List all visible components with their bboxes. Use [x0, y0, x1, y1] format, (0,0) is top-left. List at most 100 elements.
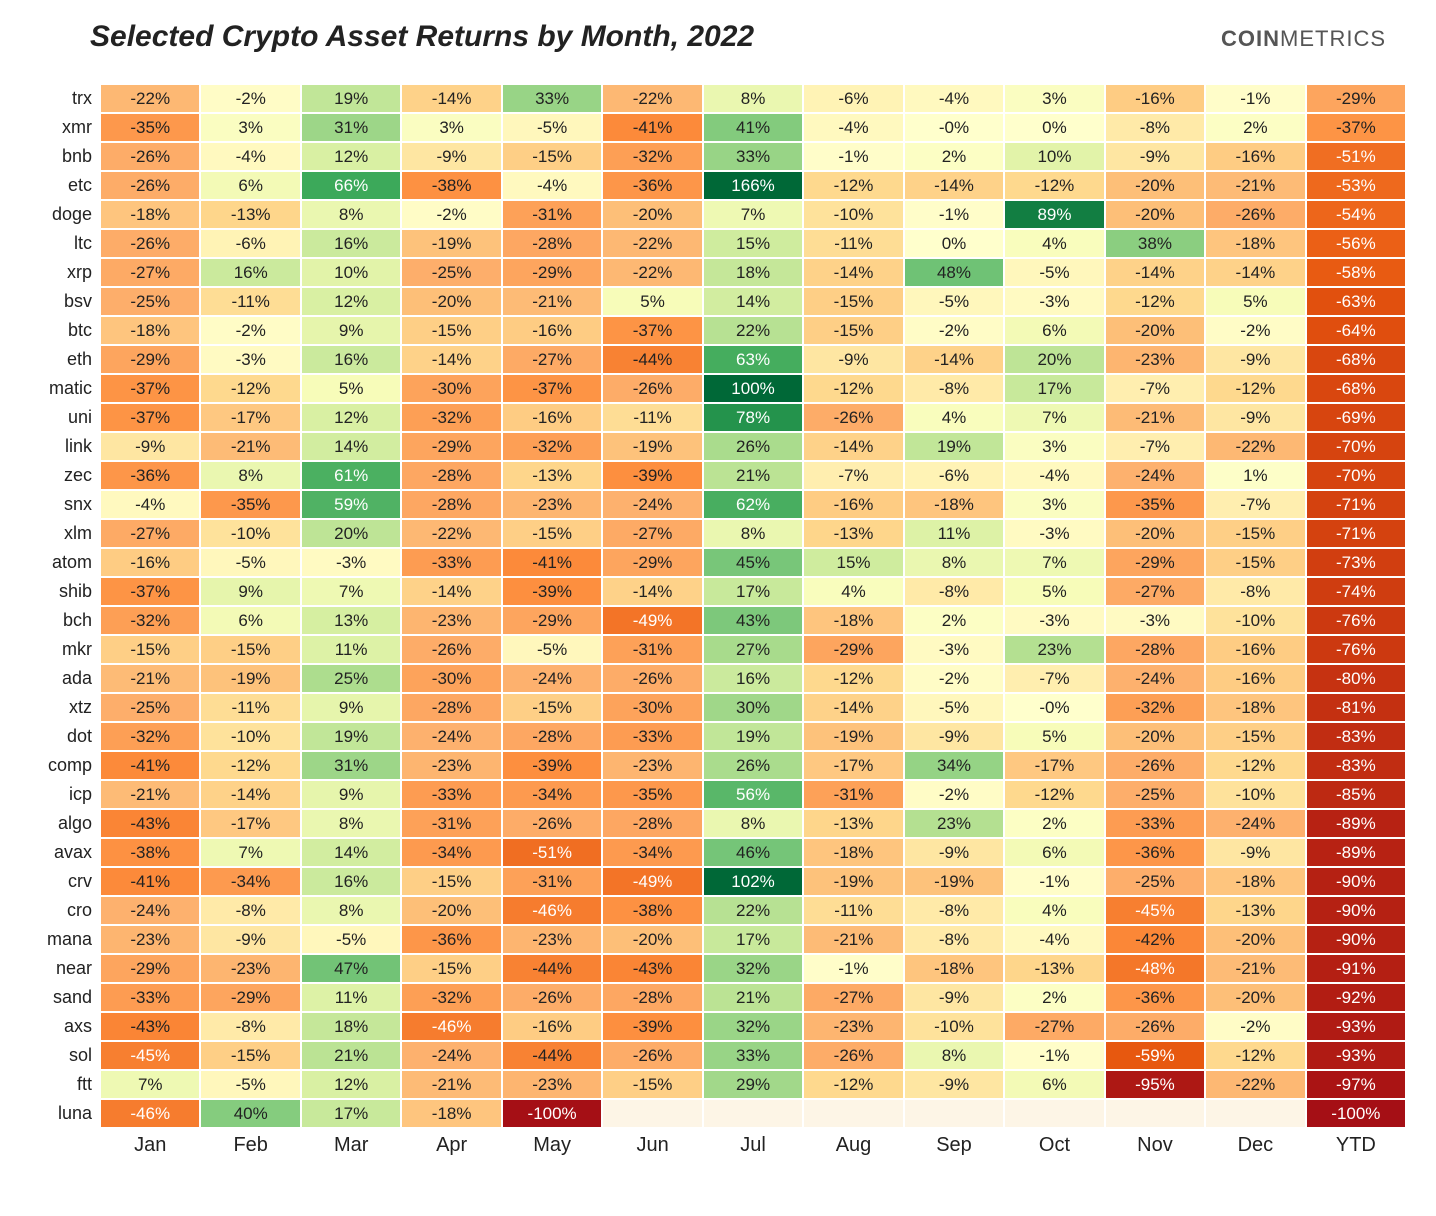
heatmap-cell: [1105, 1099, 1205, 1128]
heatmap-cell: -26%: [803, 1041, 903, 1070]
heatmap-cell: 2%: [1004, 809, 1104, 838]
heatmap-cell: -85%: [1306, 780, 1406, 809]
heatmap-cell: 26%: [703, 751, 803, 780]
heatmap-cell: -4%: [1004, 461, 1104, 490]
heatmap-cell: -93%: [1306, 1041, 1406, 1070]
heatmap-cell: -31%: [502, 200, 602, 229]
heatmap-cell: 4%: [803, 577, 903, 606]
heatmap-cell: -29%: [401, 432, 501, 461]
heatmap-row: -37%-12%5%-30%-37%-26%100%-12%-8%17%-7%-…: [100, 374, 1406, 403]
heatmap-row: -45%-15%21%-24%-44%-26%33%-26%8%-1%-59%-…: [100, 1041, 1406, 1070]
row-label: shib: [30, 577, 92, 606]
heatmap-cell: 17%: [703, 925, 803, 954]
heatmap-cell: -20%: [602, 200, 702, 229]
heatmap-cell: -32%: [100, 722, 200, 751]
heatmap-cell: -8%: [1205, 577, 1305, 606]
row-label: near: [30, 954, 92, 983]
heatmap-row: -9%-21%14%-29%-32%-19%26%-14%19%3%-7%-22…: [100, 432, 1406, 461]
heatmap-cell: -13%: [502, 461, 602, 490]
row-label: zec: [30, 461, 92, 490]
heatmap-cell: -32%: [1105, 693, 1205, 722]
heatmap-cell: -5%: [200, 1070, 300, 1099]
heatmap-cell: -3%: [200, 345, 300, 374]
heatmap-cell: -18%: [803, 606, 903, 635]
heatmap-cell: 5%: [602, 287, 702, 316]
heatmap-cell: 18%: [703, 258, 803, 287]
heatmap-cell: -30%: [602, 693, 702, 722]
heatmap-cell: 40%: [200, 1099, 300, 1128]
heatmap-cell: -4%: [100, 490, 200, 519]
heatmap-cell: -12%: [1004, 171, 1104, 200]
heatmap-cell: -19%: [803, 867, 903, 896]
heatmap-cell: 6%: [200, 606, 300, 635]
heatmap-cell: -24%: [401, 722, 501, 751]
heatmap-cell: 20%: [301, 519, 401, 548]
heatmap-cell: -18%: [1205, 229, 1305, 258]
heatmap-cell: 21%: [703, 983, 803, 1012]
heatmap-row: -27%-10%20%-22%-15%-27%8%-13%11%-3%-20%-…: [100, 519, 1406, 548]
heatmap-cell: -14%: [401, 345, 501, 374]
heatmap-cell: -8%: [200, 1012, 300, 1041]
heatmap-cell: 2%: [904, 142, 1004, 171]
heatmap-cell: -23%: [602, 751, 702, 780]
heatmap-cell: 26%: [703, 432, 803, 461]
heatmap-cell: -15%: [401, 954, 501, 983]
heatmap-cell: -8%: [904, 374, 1004, 403]
heatmap-cell: -18%: [1205, 693, 1305, 722]
heatmap-cell: 66%: [301, 171, 401, 200]
brand-logo: COINMETRICS: [1221, 26, 1386, 52]
heatmap-cell: 9%: [301, 780, 401, 809]
heatmap-cell: -9%: [100, 432, 200, 461]
heatmap-cell: -20%: [401, 896, 501, 925]
heatmap-cell: 9%: [301, 693, 401, 722]
heatmap-cell: -46%: [502, 896, 602, 925]
heatmap-cell: -46%: [401, 1012, 501, 1041]
heatmap-cell: -10%: [1205, 606, 1305, 635]
heatmap-cell: -5%: [502, 113, 602, 142]
heatmap-cell: -9%: [803, 345, 903, 374]
heatmap-cell: -51%: [1306, 142, 1406, 171]
heatmap-cell: -5%: [200, 548, 300, 577]
heatmap: trxxmrbnbetcdogeltcxrpbsvbtcethmaticunil…: [30, 84, 1406, 1128]
heatmap-cell: -26%: [602, 1041, 702, 1070]
heatmap-cell: -14%: [1105, 258, 1205, 287]
row-label: xtz: [30, 693, 92, 722]
heatmap-cell: -34%: [401, 838, 501, 867]
heatmap-row: -37%9%7%-14%-39%-14%17%4%-8%5%-27%-8%-74…: [100, 577, 1406, 606]
column-labels-container: JanFebMarAprMayJunJulAugSepOctNovDecYTD: [30, 1134, 1406, 1157]
heatmap-cell: -44%: [602, 345, 702, 374]
heatmap-cell: -13%: [200, 200, 300, 229]
row-label: mana: [30, 925, 92, 954]
heatmap-cell: -24%: [401, 1041, 501, 1070]
heatmap-cell: 7%: [100, 1070, 200, 1099]
heatmap-cell: 5%: [1205, 287, 1305, 316]
heatmap-cell: 29%: [703, 1070, 803, 1099]
heatmap-cell: 8%: [301, 200, 401, 229]
heatmap-cell: -12%: [1105, 287, 1205, 316]
heatmap-cell: -29%: [1306, 84, 1406, 113]
heatmap-cell: -14%: [200, 780, 300, 809]
column-label: Apr: [401, 1134, 501, 1157]
heatmap-cell: 1%: [1205, 461, 1305, 490]
heatmap-cell: -14%: [1205, 258, 1305, 287]
heatmap-row: -18%-13%8%-2%-31%-20%7%-10%-1%89%-20%-26…: [100, 200, 1406, 229]
heatmap-cell: -26%: [602, 374, 702, 403]
heatmap-cell: -10%: [904, 1012, 1004, 1041]
heatmap-cell: 17%: [301, 1099, 401, 1128]
row-label: sand: [30, 983, 92, 1012]
heatmap-cell: 8%: [703, 809, 803, 838]
heatmap-cell: -26%: [100, 142, 200, 171]
heatmap-cell: -41%: [100, 751, 200, 780]
heatmap-cell: -39%: [502, 577, 602, 606]
heatmap-cell: -4%: [502, 171, 602, 200]
heatmap-cell: -36%: [401, 925, 501, 954]
heatmap-cell: -35%: [602, 780, 702, 809]
heatmap-cell: -19%: [904, 867, 1004, 896]
heatmap-cell: -9%: [904, 983, 1004, 1012]
heatmap-cell: 13%: [301, 606, 401, 635]
heatmap-cell: -23%: [401, 751, 501, 780]
heatmap-cell: -7%: [1105, 432, 1205, 461]
heatmap-cell: 7%: [703, 200, 803, 229]
heatmap-cell: -20%: [1105, 171, 1205, 200]
heatmap-cell: -8%: [904, 896, 1004, 925]
